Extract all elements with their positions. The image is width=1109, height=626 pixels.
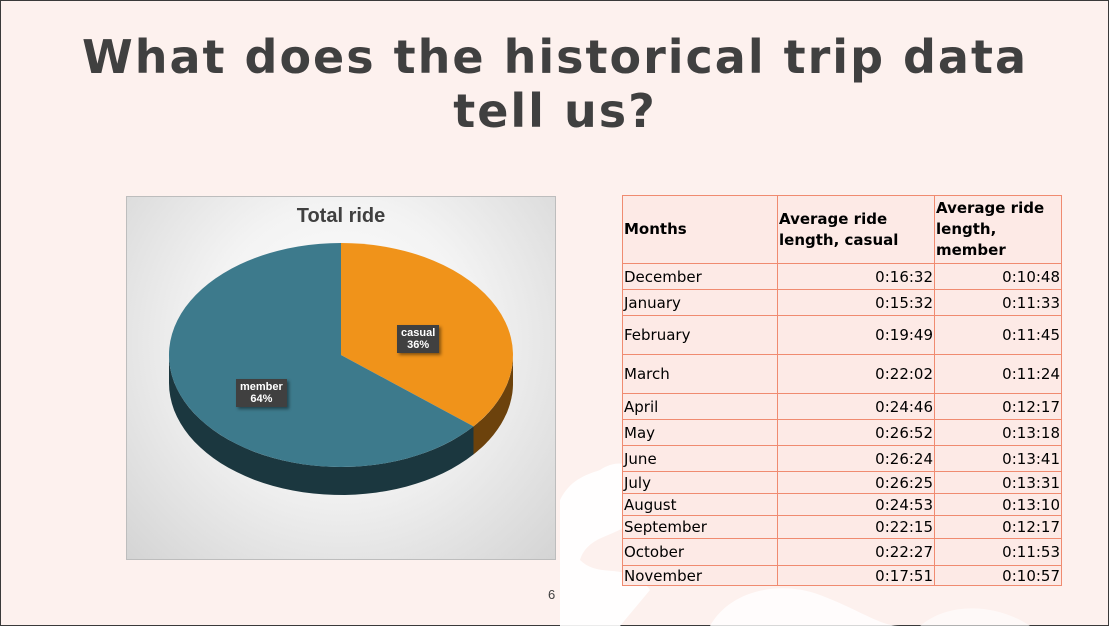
pie-side-casual [473, 355, 513, 455]
data-label-casual-value: 36% [407, 339, 430, 351]
pie-side-member [169, 355, 474, 495]
header-months: Months [622, 195, 778, 264]
avg-member-cell: 0:13:10 [934, 493, 1062, 516]
month-cell: May [622, 419, 778, 446]
avg-casual-cell: 0:26:25 [777, 471, 935, 494]
data-label-member-value: 64% [250, 393, 273, 405]
avg-member-cell: 0:12:17 [934, 393, 1062, 420]
table-header-row: Months Average ride length, casual Avera… [622, 195, 1062, 264]
table-row: June 0:26:24 0:13:41 [622, 445, 1062, 472]
avg-casual-cell: 0:17:51 [777, 565, 935, 586]
header-avg-member: Average ride length, member [934, 195, 1062, 264]
month-cell: September [622, 515, 778, 539]
month-cell: August [622, 493, 778, 516]
data-label-member: member 64% [236, 379, 287, 407]
avg-member-cell: 0:13:18 [934, 419, 1062, 446]
avg-member-cell: 0:11:24 [934, 354, 1062, 394]
avg-casual-cell: 0:15:32 [777, 289, 935, 316]
avg-casual-cell: 0:24:46 [777, 393, 935, 420]
table-row: May 0:26:52 0:13:18 [622, 419, 1062, 446]
table-row: September 0:22:15 0:12:17 [622, 515, 1062, 539]
month-cell: November [622, 565, 778, 586]
table-row: January 0:15:32 0:11:33 [622, 289, 1062, 316]
table-row: October 0:22:27 0:11:53 [622, 538, 1062, 566]
header-avg-casual: Average ride length, casual [777, 195, 935, 264]
pie-chart-svg [168, 243, 513, 495]
data-label-casual: casual 36% [397, 325, 440, 353]
avg-casual-cell: 0:16:32 [777, 263, 935, 290]
month-cell: March [622, 354, 778, 394]
table-body: December 0:16:32 0:10:48 January 0:15:32 0:11… [622, 263, 1062, 586]
avg-casual-cell: 0:24:53 [777, 493, 935, 516]
month-cell: October [622, 538, 778, 566]
table-row: November 0:17:51 0:10:57 [622, 565, 1062, 586]
month-cell: June [622, 445, 778, 472]
avg-casual-cell: 0:19:49 [777, 315, 935, 355]
avg-member-cell: 0:10:48 [934, 263, 1062, 290]
slide-title: What does the historical trip data tell … [81, 30, 1029, 138]
month-cell: April [622, 393, 778, 420]
avg-member-cell: 0:11:45 [934, 315, 1062, 355]
month-cell: July [622, 471, 778, 494]
avg-casual-cell: 0:22:27 [777, 538, 935, 566]
table-row: February 0:19:49 0:11:45 [622, 315, 1062, 355]
data-label-member-category: member [240, 381, 283, 393]
data-label-casual-category: casual [401, 327, 436, 339]
table-row: April 0:24:46 0:12:17 [622, 393, 1062, 420]
avg-member-cell: 0:12:17 [934, 515, 1062, 539]
page-number: 6 [548, 587, 556, 602]
avg-casual-cell: 0:26:24 [777, 445, 935, 472]
ride-length-table: Months Average ride length, casual Avera… [622, 195, 1062, 586]
avg-casual-cell: 0:22:02 [777, 354, 935, 394]
avg-casual-cell: 0:22:15 [777, 515, 935, 539]
table-row: July 0:26:25 0:13:31 [622, 471, 1062, 494]
avg-member-cell: 0:13:41 [934, 445, 1062, 472]
pie-slice-member [168, 243, 474, 467]
avg-member-cell: 0:11:53 [934, 538, 1062, 566]
avg-member-cell: 0:11:33 [934, 289, 1062, 316]
avg-member-cell: 0:13:31 [934, 471, 1062, 494]
month-cell: December [622, 263, 778, 290]
table-row: March 0:22:02 0:11:24 [622, 354, 1062, 394]
ride-length-table-container: Months Average ride length, casual Avera… [622, 195, 1062, 586]
avg-member-cell: 0:10:57 [934, 565, 1062, 586]
avg-casual-cell: 0:26:52 [777, 419, 935, 446]
month-cell: February [622, 315, 778, 355]
table-row: August 0:24:53 0:13:10 [622, 493, 1062, 516]
pie-chart: Total ride casual 36% member 64% [126, 196, 556, 560]
table-row: December 0:16:32 0:10:48 [622, 263, 1062, 290]
month-cell: January [622, 289, 778, 316]
chart-title: Total ride [296, 205, 386, 227]
